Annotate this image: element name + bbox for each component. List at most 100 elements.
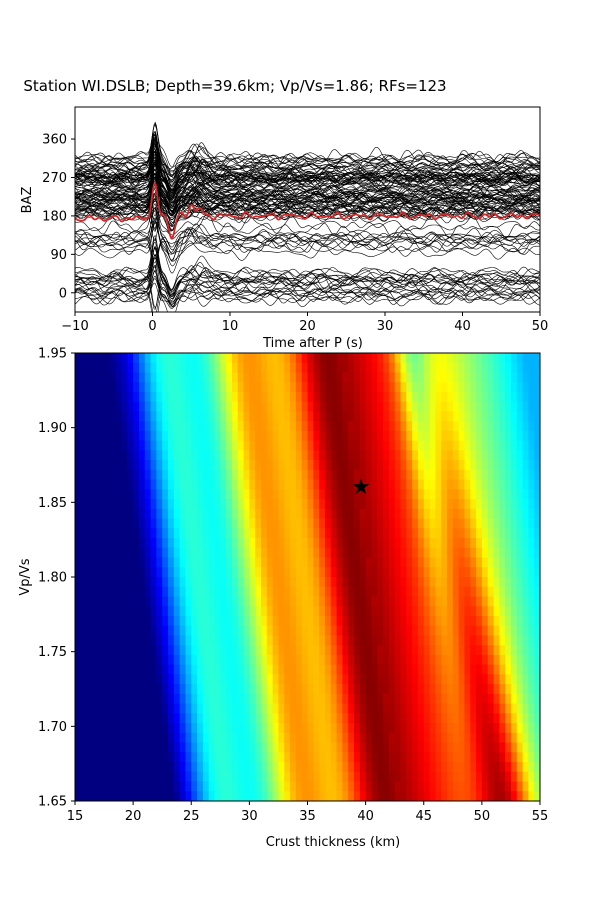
hk-heatmap-cell — [121, 771, 128, 783]
hk-heatmap-cell — [394, 664, 402, 675]
hk-heatmap-cell — [470, 489, 477, 500]
hk-heatmap-cell — [266, 469, 274, 481]
hk-heatmap-cell — [377, 440, 384, 451]
hk-heatmap-cell — [313, 499, 320, 510]
hk-heatmap-cell — [121, 528, 128, 539]
hk-heatmap-cell — [452, 713, 460, 724]
hk-heatmap-cell — [447, 664, 454, 675]
hk-heatmap-cell — [295, 577, 303, 588]
hk-heatmap-cell — [266, 762, 274, 773]
hk-heatmap-cell — [522, 353, 529, 364]
hk-heatmap-cell — [493, 440, 500, 451]
hk-heatmap-cell — [237, 450, 245, 461]
hk-heatmap-cell — [499, 372, 506, 383]
hk-heatmap-cell — [144, 499, 152, 510]
rf-trace-line — [75, 221, 540, 274]
hk-heatmap-cell — [458, 430, 466, 442]
hk-heatmap-cell — [255, 713, 262, 724]
hk-heatmap-cell — [435, 538, 442, 549]
hk-heatmap-cell — [388, 654, 396, 666]
hk-heatmap-cell — [452, 732, 460, 744]
hk-heatmap-cell — [464, 382, 471, 393]
hk-heatmap-cell — [499, 411, 506, 422]
hk-heatmap-cell — [534, 499, 540, 510]
hk-heatmap-cell — [208, 353, 216, 364]
hk-heatmap-cell — [231, 625, 239, 637]
hk-heatmap-cell — [197, 518, 204, 529]
hk-heatmap-cell — [75, 625, 82, 637]
hk-heatmap-cell — [417, 674, 425, 685]
hk-heatmap-cell — [365, 489, 373, 500]
rf-trace-line — [75, 199, 540, 232]
hk-heatmap-cell — [470, 440, 477, 451]
hk-heatmap-cell — [237, 460, 245, 471]
hk-heatmap-cell — [109, 547, 117, 559]
hk-heatmap-cell — [214, 762, 221, 773]
hk-heatmap-cell — [231, 411, 239, 422]
hk-heatmap-cell — [243, 654, 250, 666]
hk-heatmap-cell — [481, 654, 489, 666]
hk-heatmap-cell — [319, 781, 326, 792]
hk-heatmap-cell — [481, 362, 489, 374]
hk-heatmap-cell — [383, 645, 390, 656]
hk-heatmap-cell — [348, 401, 355, 413]
hk-heatmap-cell — [505, 615, 512, 627]
hk-heatmap-cell — [516, 567, 524, 578]
hk-heatmap-cell — [226, 499, 233, 510]
hk-heatmap-cell — [365, 723, 373, 734]
hk-heatmap-cell — [348, 382, 355, 393]
hk-heatmap-cell — [301, 723, 309, 734]
hk-heatmap-cell — [127, 596, 134, 607]
hk-heatmap-cell — [202, 693, 210, 705]
hk-heatmap-cell — [330, 421, 338, 432]
hk-heatmap-cell — [412, 645, 419, 656]
hk-heatmap-cell — [86, 450, 94, 461]
hk-heatmap-cell — [220, 528, 227, 539]
hk-heatmap-cell — [487, 684, 495, 695]
hk-heatmap-cell — [505, 401, 512, 413]
hk-heatmap-cell — [435, 752, 442, 763]
hk-heatmap-cell — [319, 411, 326, 422]
hk-heatmap-cell — [336, 693, 343, 705]
hk-heatmap-cell — [214, 518, 221, 529]
hk-heatmap-cell — [330, 742, 338, 753]
hk-heatmap-cell — [104, 596, 111, 607]
hk-heatmap-cell — [295, 703, 303, 714]
hk-heatmap-cell — [220, 713, 227, 724]
hk-heatmap-cell — [400, 703, 407, 714]
hk-heatmap-cell — [290, 499, 297, 510]
hk-heatmap-cell — [220, 362, 227, 374]
hk-heatmap-cell — [487, 508, 495, 520]
hk-heatmap-cell — [295, 654, 303, 666]
hk-heatmap-cell — [499, 489, 506, 500]
hk-heatmap-cell — [354, 518, 361, 529]
hk-heatmap-cell — [388, 469, 396, 481]
hk-heatmap-cell — [133, 752, 140, 763]
hk-heatmap-cell — [534, 723, 540, 734]
hk-heatmap-cell — [493, 372, 500, 383]
hk-heatmap-cell — [138, 440, 146, 451]
hk-heatmap-cell — [388, 440, 396, 451]
hk-heatmap-cell — [249, 742, 256, 753]
hk-heatmap-cell — [214, 771, 221, 783]
hk-heatmap-cell — [290, 567, 297, 578]
hk-heatmap-cell — [388, 791, 396, 801]
hk-heatmap-cell — [168, 547, 175, 559]
hk-heatmap-cell — [168, 362, 175, 374]
hk-heatmap-cell — [388, 411, 396, 422]
hk-heatmap-cell — [173, 654, 181, 666]
rf-x-tick-label: 10 — [222, 319, 239, 334]
hk-heatmap-cell — [481, 440, 489, 451]
hk-heatmap-cell — [400, 625, 407, 637]
hk-heatmap-cell — [429, 606, 436, 617]
hk-heatmap-cell — [98, 654, 105, 666]
hk-heatmap-cell — [313, 791, 320, 801]
hk-heatmap-cell — [423, 781, 431, 792]
hk-heatmap-cell — [237, 440, 245, 451]
hk-heatmap-cell — [313, 401, 320, 413]
hk-heatmap-cell — [243, 469, 250, 481]
hk-heatmap-cell — [359, 703, 367, 714]
hk-heatmap-cell — [371, 430, 378, 442]
hk-heatmap-cell — [162, 606, 169, 617]
hk-heatmap-cell — [348, 528, 355, 539]
